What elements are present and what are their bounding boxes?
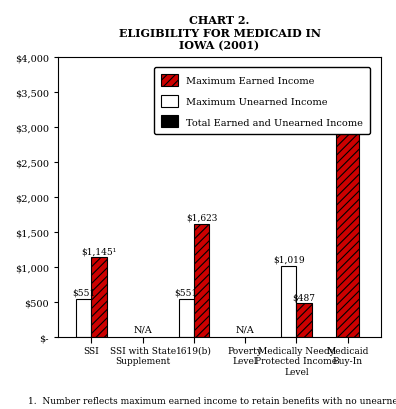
Text: $551: $551	[72, 288, 95, 297]
Text: 1.  Number reflects maximum earned income to retain benefits with no unearned in: 1. Number reflects maximum earned income…	[28, 396, 396, 405]
Text: $1,623: $1,623	[186, 213, 217, 222]
Text: $3,587: $3,587	[332, 76, 364, 85]
Title: CHART 2.
ELIGIBILITY FOR MEDICAID IN
IOWA (2001): CHART 2. ELIGIBILITY FOR MEDICAID IN IOW…	[118, 15, 320, 52]
Bar	[281, 266, 297, 337]
Bar	[76, 299, 91, 337]
Bar	[179, 299, 194, 337]
Text: N/A: N/A	[236, 324, 255, 333]
Bar	[194, 224, 209, 337]
Text: N/A: N/A	[133, 324, 152, 333]
Text: $551: $551	[175, 288, 198, 297]
Bar	[336, 87, 359, 337]
Text: $1,145¹: $1,145¹	[82, 246, 117, 255]
Text: $1,019: $1,019	[273, 255, 305, 264]
Text: $487: $487	[293, 292, 316, 301]
Bar	[297, 303, 312, 337]
Bar	[91, 258, 107, 337]
Legend: Maximum Earned Income, Maximum Unearned Income, Total Earned and Unearned Income: Maximum Earned Income, Maximum Unearned …	[154, 68, 370, 135]
